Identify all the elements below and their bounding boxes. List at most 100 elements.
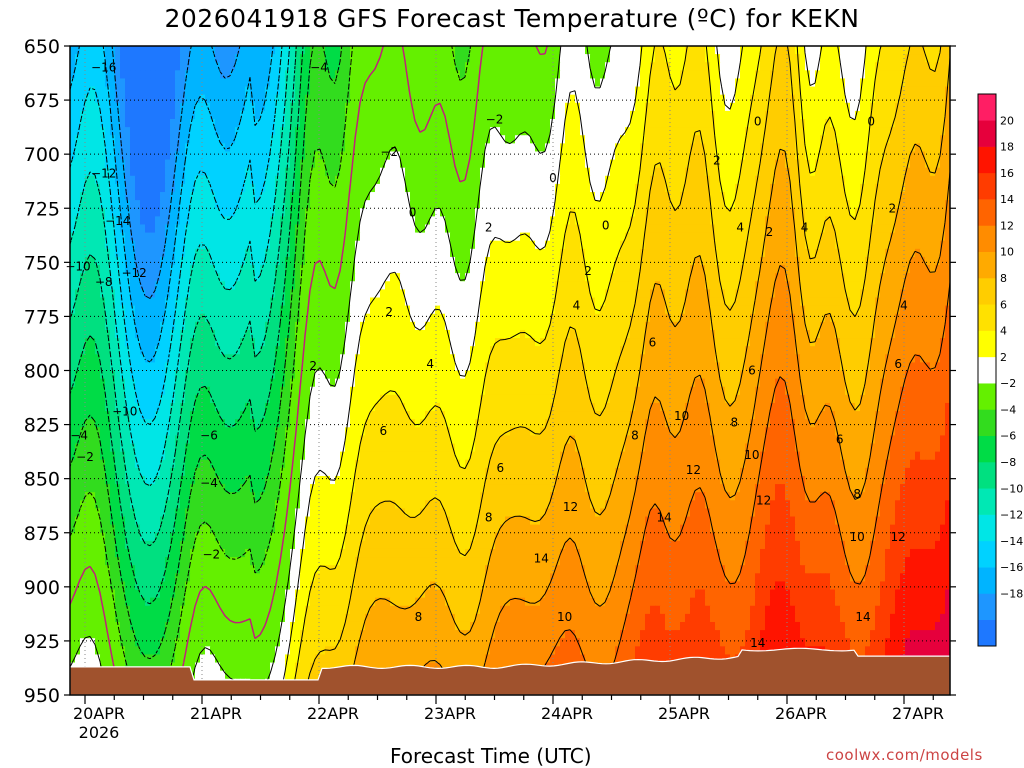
temperature-cell [85,110,91,120]
temperature-cell [615,151,621,161]
temperature-cell [235,78,241,88]
temperature-cell [790,110,796,120]
temperature-cell [720,175,726,185]
temperature-cell [340,183,346,193]
temperature-cell [495,119,501,128]
temperature-cell [600,232,606,242]
temperature-cell [455,159,461,169]
temperature-cell [500,119,506,128]
temperature-cell [515,159,521,169]
temperature-cell [165,127,171,136]
temperature-cell [490,78,496,88]
temperature-cell [770,78,776,88]
temperature-cell [490,127,496,136]
temperature-cell [225,200,231,209]
temperature-cell [150,175,156,185]
temperature-cell [115,127,121,136]
temperature-cell [170,102,176,112]
temperature-cell [605,183,611,193]
temperature-cell [945,46,950,55]
temperature-cell [180,62,186,71]
temperature-cell [400,135,406,144]
temperature-cell [200,86,206,96]
temperature-cell [870,224,876,234]
temperature-cell [515,256,521,266]
temperature-cell [415,110,421,120]
temperature-cell [725,62,731,71]
temperature-cell [145,183,151,193]
temperature-cell [375,127,381,136]
temperature-cell [75,192,81,201]
temperature-cell [915,175,921,185]
temperature-cell [445,200,451,209]
temperature-cell [590,110,596,120]
temperature-cell [355,224,361,234]
temperature-cell [605,86,611,96]
temperature-cell [890,135,896,144]
temperature-cell [85,94,91,104]
temperature-cell [485,102,491,112]
temperature-cell [640,159,646,169]
temperature-cell [145,256,151,266]
temperature-cell [590,151,596,161]
temperature-cell [635,86,641,96]
temperature-cell [760,200,766,209]
temperature-cell [325,183,331,193]
temperature-cell [685,78,691,88]
temperature-cell [645,240,651,250]
temperature-cell [325,232,331,242]
temperature-cell [520,183,526,193]
temperature-cell [370,224,376,234]
temperature-cell [350,240,356,250]
temperature-cell [235,54,241,63]
temperature-cell [80,192,86,201]
temperature-cell [580,70,586,80]
temperature-cell [935,208,941,217]
temperature-cell [365,256,371,266]
temperature-cell [540,175,546,185]
temperature-cell [565,135,571,144]
temperature-cell [70,110,76,120]
temperature-cell [135,248,141,258]
temperature-cell [805,224,811,234]
temperature-cell [310,151,316,161]
temperature-cell [570,70,576,80]
temperature-cell [230,216,236,226]
temperature-cell [345,102,351,112]
temperature-cell [715,62,721,71]
temperature-cell [210,78,216,88]
temperature-cell [430,86,436,96]
temperature-cell [440,70,446,80]
temperature-cell [110,175,116,185]
temperature-cell [205,135,211,144]
temperature-cell [335,167,341,177]
temperature-cell [720,94,726,104]
temperature-cell [775,224,781,234]
temperature-cell [275,175,281,185]
temperature-cell [905,256,911,266]
temperature-cell [830,46,836,55]
temperature-cell [865,232,871,242]
temperature-cell [460,119,466,128]
temperature-cell [725,54,731,63]
temperature-cell [290,232,296,242]
temperature-cell [385,62,391,71]
temperature-cell [85,102,91,112]
temperature-cell [400,86,406,96]
temperature-cell [185,94,191,104]
temperature-cell [550,265,556,274]
temperature-cell [820,70,826,80]
temperature-cell [350,265,356,274]
temperature-cell [810,159,816,169]
temperature-cell [365,167,371,177]
temperature-cell [760,159,766,169]
temperature-cell [500,94,506,104]
temperature-cell [310,224,316,234]
temperature-cell [795,110,801,120]
temperature-cell [595,200,601,209]
temperature-cell [135,232,141,242]
temperature-cell [460,224,466,234]
temperature-cell [300,240,306,250]
temperature-cell [700,192,706,201]
temperature-cell [280,70,286,80]
